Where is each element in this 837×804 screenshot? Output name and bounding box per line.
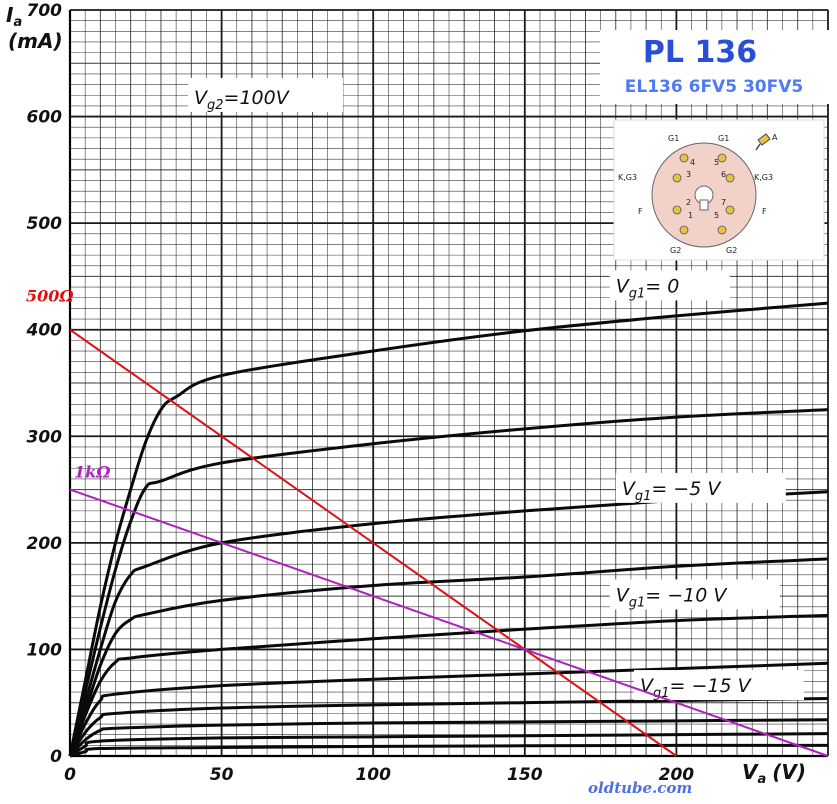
pin-name: F [762,207,767,216]
pin-number: 3 [686,170,691,179]
curve-label-0: Vg1= 0 [609,270,730,301]
curve-label-2: Vg1= −10 V [609,579,780,610]
curve-label-3: Vg1= −15 V [634,670,805,701]
x-tick-label: 0 [64,765,76,785]
plate-curve-3 [68,557,829,757]
curve-label-bg [609,579,780,610]
x-tick-label: 50 [210,765,234,785]
pin-contact [672,205,682,215]
pin-number: 1 [688,211,693,220]
pin-number: 5 [714,211,719,220]
x-tick-label: 100 [355,765,391,785]
plate-curve-8 [69,732,829,758]
x-axis-title: Va (V) [742,760,806,787]
socket-pin-5: 6 K,G3 [721,170,773,183]
pin-contact [679,225,689,235]
pin-name: G2 [726,246,737,255]
curve-label-bg [615,472,786,503]
plate-curves [68,301,829,758]
tube-equivalents: EL136 6FV5 30FV5 [625,77,803,97]
plate-curve-1 [68,408,829,757]
pin-number: 7 [721,198,726,207]
curve-label-bg [609,270,730,301]
condition-label: Vg2=100V [188,78,343,113]
pin-name: K,G3 [754,173,773,182]
load-line-label-0: 500Ω [26,287,74,306]
curve-labels: Vg1= 0 Vg1= −5 V Vg1= −10 V Vg1= −15 V [609,270,805,701]
anode-cap-icon [755,133,771,151]
pin-name: G2 [670,246,681,255]
plate-curve-7 [68,718,829,758]
pin-contact [717,225,727,235]
curve-label-bg [634,670,805,701]
socket-pin-2: 3 K,G3 [618,170,691,183]
pin-name: F [638,207,643,216]
watermark: oldtube.com [588,779,692,797]
curve-label-text: Vg1= −5 V [622,478,723,504]
pin-name: G1 [668,134,679,143]
y-tick-label: 0 [50,747,62,767]
title-block: PL 136 EL136 6FV5 30FV5 [600,30,830,104]
socket-pin-4: 5 G1 [714,134,729,167]
x-tick-label: 150 [507,765,543,785]
socket-pin-7: 5 G2 [714,211,737,255]
curve-label-text: Vg1= −10 V [616,584,729,610]
curve-label-text: Vg1= 0 [616,275,680,301]
socket-pin-3: 4 G1 [668,134,695,167]
plate-curve-5 [68,661,829,757]
plate-curve-4 [68,613,829,757]
pin-contact [725,173,735,183]
tube-title: PL 136 [643,35,757,70]
y-tick-label: 200 [27,534,63,554]
pin-name: G1 [718,134,729,143]
load-line-0 [69,328,677,757]
y-tick-label: 700 [27,1,63,21]
pin-contact [679,153,689,163]
x-tick-label: 200 [659,765,695,785]
load-line-label-1: 1kΩ [74,463,111,482]
socket-pin-1: 2F [638,198,691,216]
pin-number: 2 [686,198,691,207]
pin-contact [717,153,727,163]
y-tick-label: 100 [27,640,63,660]
y-tick-label: 400 [26,321,63,341]
load-line-1 [69,488,829,757]
y-tick-label: 500 [27,214,63,234]
anode-cap-label: A [772,133,778,142]
y-tick-label: 600 [27,108,63,128]
load-lines: 500Ω 1kΩ [26,287,829,757]
y-tick-label: 300 [27,427,63,447]
plate-curve-9 [69,743,829,758]
pin-number: 5 [714,158,719,167]
y-axis-unit: (mA) [8,29,63,53]
y-axis-title: Ia [6,3,22,30]
pin-number: 6 [721,170,726,179]
socket-pin-6: 7F [721,198,767,216]
pin-contact [725,205,735,215]
plate-curve-6 [68,696,829,757]
tick-labels: 0 50 100 150 200 0 100 200 300 400 500 600 700 [26,1,695,785]
curve-label-1: Vg1= −5 V [615,472,786,504]
pin-name: K,G3 [618,173,637,182]
socket-pin-0: 1 G2 [670,211,693,255]
grid [68,9,829,758]
plate-curve-0 [68,301,829,757]
pin-number: 4 [690,158,695,167]
svg-text:Vg2=100V: Vg2=100V [194,87,291,113]
pin-contact [672,173,682,183]
